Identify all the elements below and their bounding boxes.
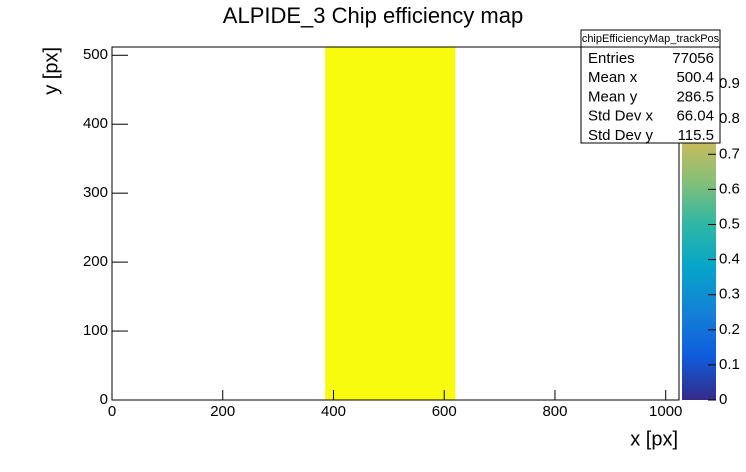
y-tick-label: 0 bbox=[100, 391, 108, 408]
stats-label: Std Dev x bbox=[588, 108, 654, 125]
stats-value: 115.5 bbox=[678, 127, 714, 144]
stats-title: chipEfficiencyMap_trackPos bbox=[582, 33, 720, 45]
stats-label: Std Dev y bbox=[588, 127, 654, 144]
chart-title: ALPIDE_3 Chip efficiency map bbox=[223, 3, 523, 28]
z-tick-label: 0.8 bbox=[719, 110, 740, 127]
stats-value: 500.4 bbox=[676, 69, 714, 86]
stats-value: 286.5 bbox=[676, 88, 714, 105]
x-tick-label: 1000 bbox=[649, 403, 682, 420]
x-tick-label: 400 bbox=[321, 403, 346, 420]
z-tick-label: 0.3 bbox=[719, 286, 740, 303]
z-tick-label: 0.6 bbox=[719, 180, 740, 197]
x-tick-label: 0 bbox=[108, 403, 116, 420]
stats-label: Mean y bbox=[588, 88, 638, 105]
x-tick-label: 200 bbox=[210, 403, 235, 420]
y-tick-label: 100 bbox=[83, 322, 108, 339]
z-tick-label: 0 bbox=[719, 391, 727, 408]
stats-label: Entries bbox=[588, 50, 635, 67]
plot-frame bbox=[111, 46, 680, 401]
y-tick-label: 500 bbox=[83, 46, 108, 63]
y-tick-label: 300 bbox=[83, 184, 108, 201]
y-axis-title: y [px] bbox=[40, 47, 62, 95]
heat-cell bbox=[325, 47, 456, 400]
x-tick-label: 600 bbox=[432, 403, 457, 420]
z-tick-label: 0.7 bbox=[719, 145, 740, 162]
stats-box bbox=[580, 29, 721, 144]
z-tick-label: 0.4 bbox=[719, 251, 740, 268]
z-tick-label: 0.1 bbox=[719, 356, 740, 373]
z-tick-label: 0.9 bbox=[719, 75, 740, 92]
stats-value: 77056 bbox=[672, 50, 714, 67]
z-tick-label: 0.2 bbox=[719, 321, 740, 338]
y-tick-label: 200 bbox=[83, 253, 108, 270]
stats-label: Mean x bbox=[588, 69, 638, 86]
x-axis-title: x [px] bbox=[630, 428, 678, 450]
x-tick-label: 800 bbox=[542, 403, 567, 420]
stats-value: 66.04 bbox=[676, 108, 714, 125]
z-tick-label: 0.5 bbox=[719, 215, 740, 232]
y-tick-label: 400 bbox=[83, 115, 108, 132]
